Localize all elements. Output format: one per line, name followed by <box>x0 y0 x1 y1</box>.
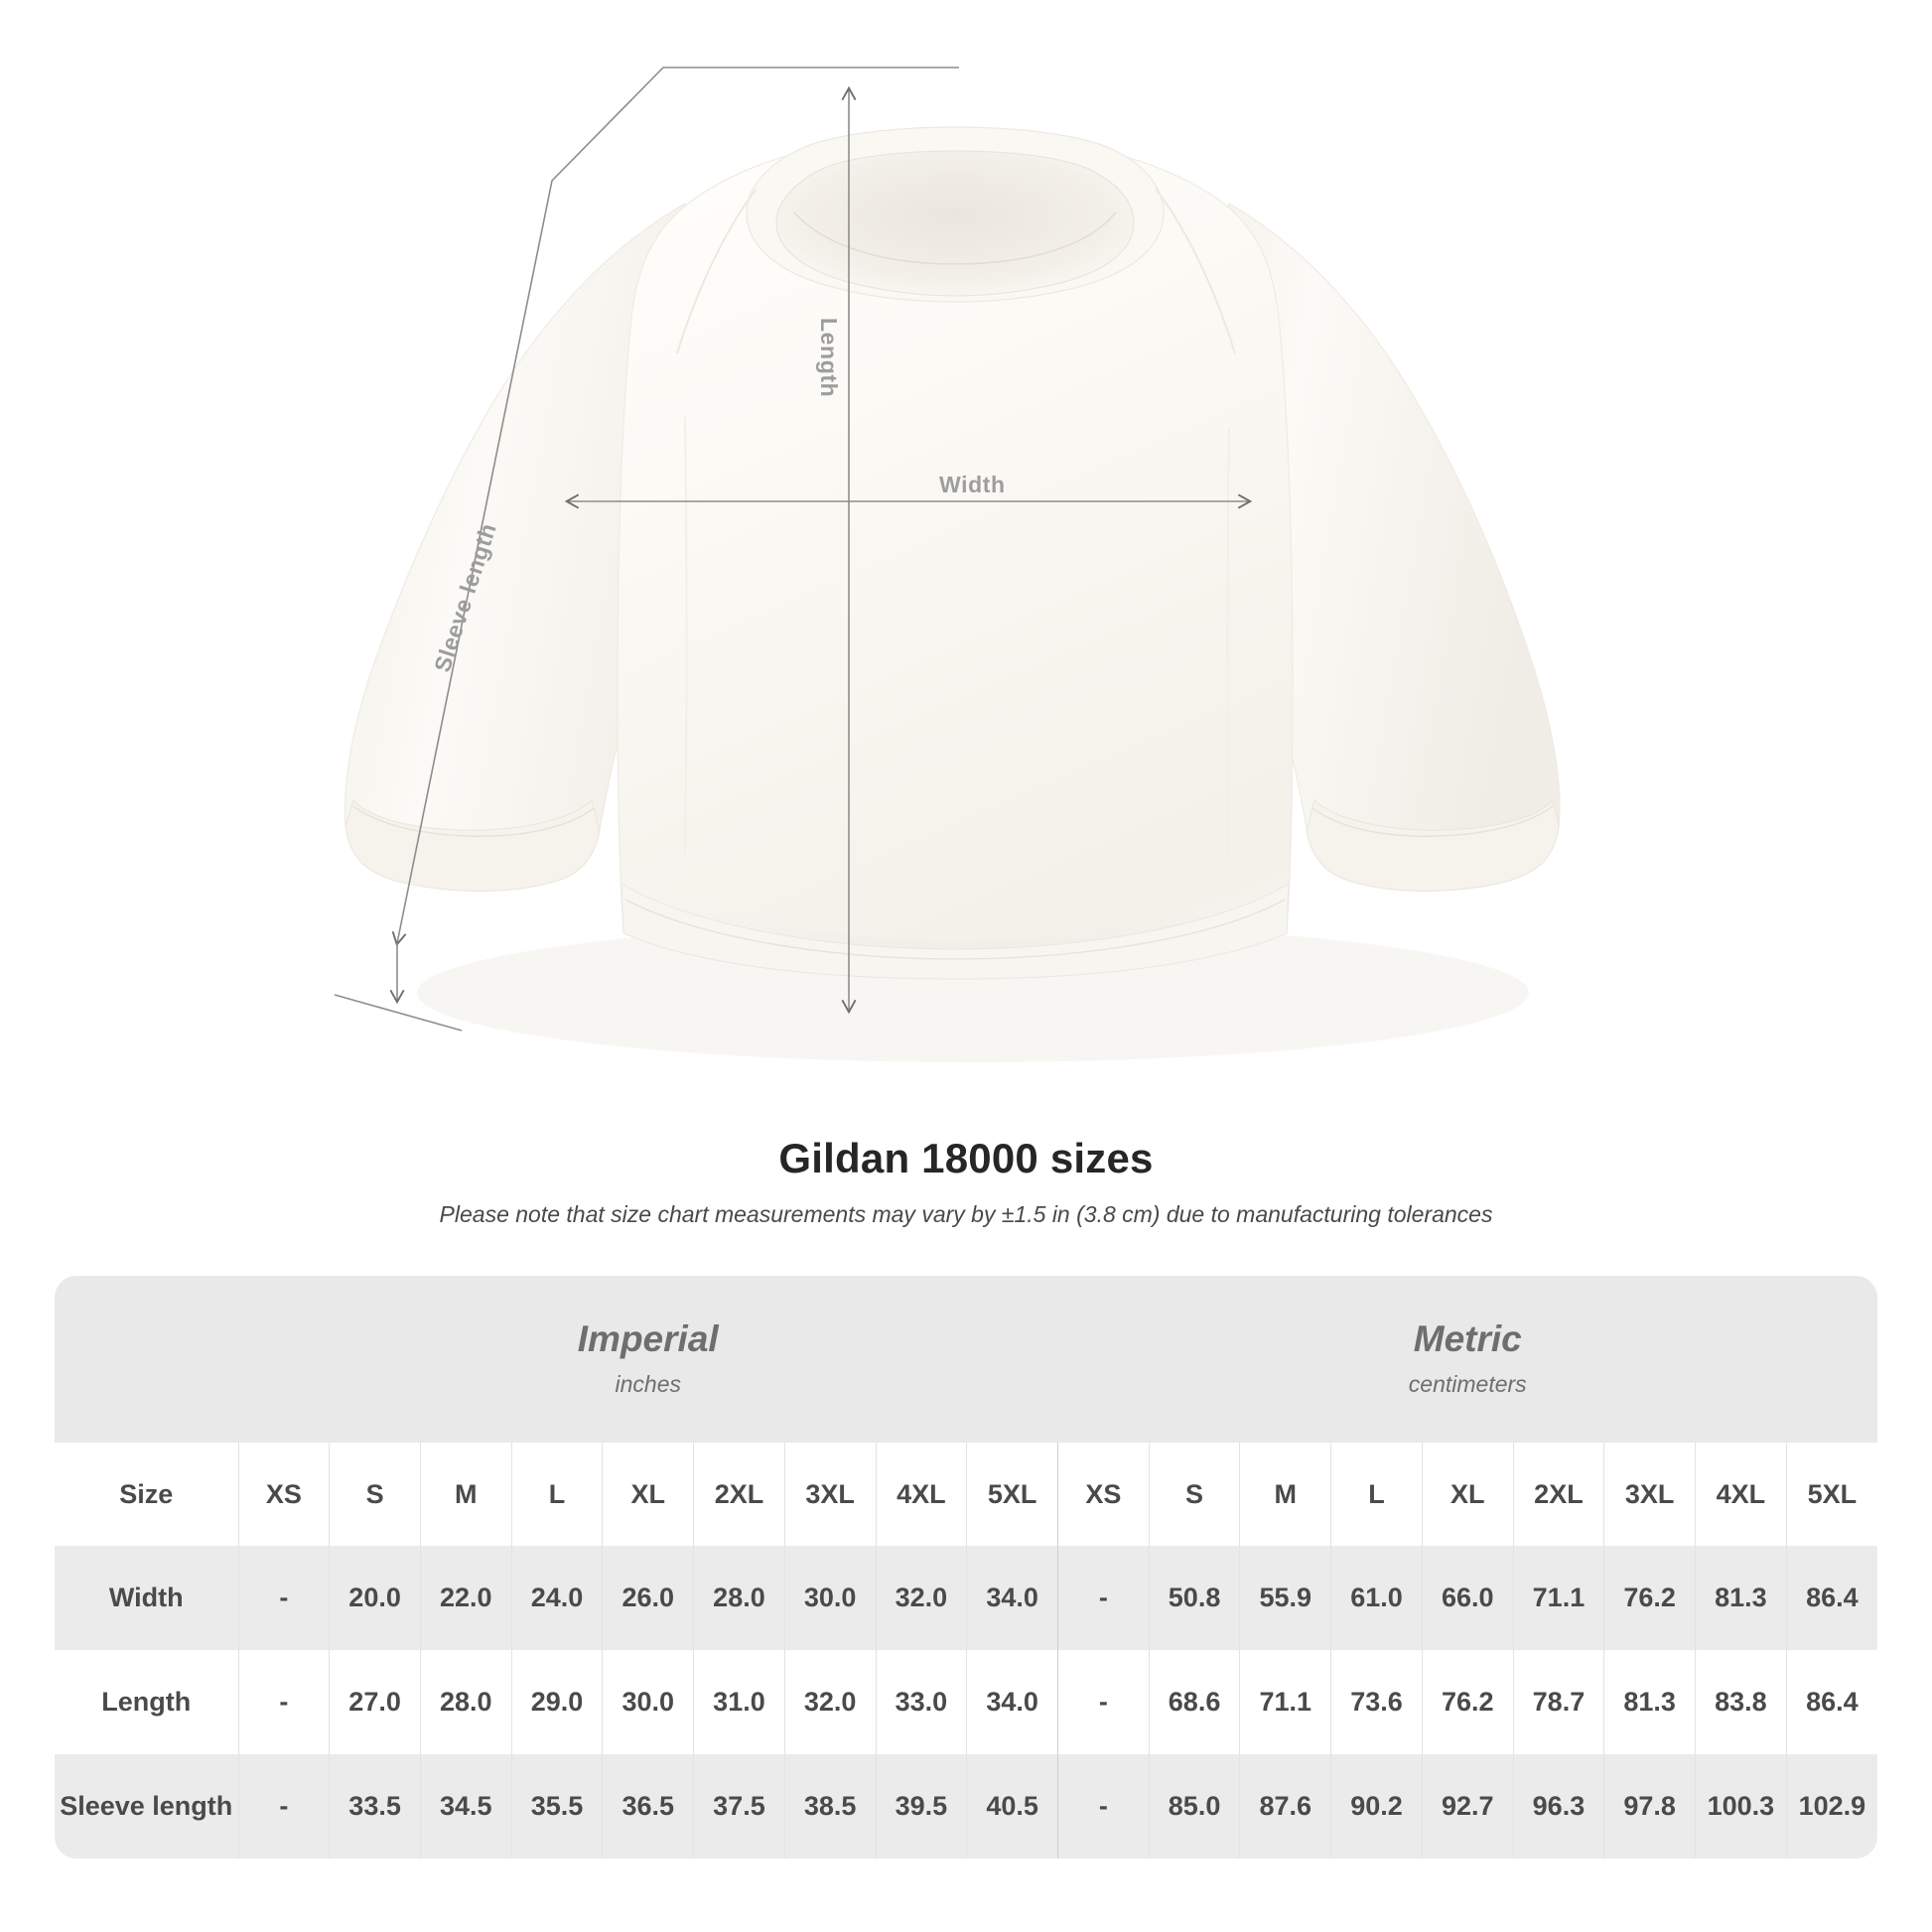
cell-width-metric-3xl: 76.2 <box>1603 1546 1696 1650</box>
unit-header-metric: Metric centimeters <box>1057 1276 1877 1443</box>
cell-width-metric-l: 61.0 <box>1330 1546 1423 1650</box>
cell-width-imperial-3xl: 30.0 <box>783 1546 877 1650</box>
cell-length-imperial-xl: 30.0 <box>602 1650 694 1754</box>
cell-sleeve-length-metric-m: 87.6 <box>1239 1754 1331 1859</box>
cell-width-imperial-s: 20.0 <box>329 1546 421 1650</box>
cell-width-imperial-2xl: 28.0 <box>693 1546 785 1650</box>
size-header-4xl: 4XL <box>875 1443 967 1546</box>
cell-width-metric-4xl: 81.3 <box>1695 1546 1787 1650</box>
unit-subtitle: inches <box>615 1371 681 1397</box>
cell-width-metric-5xl: 86.4 <box>1785 1546 1877 1650</box>
cell-sleeve-length-metric-xs: - <box>1056 1754 1150 1859</box>
size-header-s: S <box>329 1443 421 1546</box>
cell-sleeve-length-imperial-m: 34.5 <box>419 1754 512 1859</box>
unit-banner-row: Imperial inches Metric centimeters <box>55 1276 1877 1443</box>
cell-sleeve-length-imperial-2xl: 37.5 <box>693 1754 785 1859</box>
size-header-m: M <box>419 1443 512 1546</box>
cell-sleeve-length-metric-4xl: 100.3 <box>1695 1754 1787 1859</box>
size-header-2xl: 2XL <box>1512 1443 1604 1546</box>
size-header-xl: XL <box>1421 1443 1514 1546</box>
table-row-width: Width -20.0 22.0 24.0 26.0 28.0 30.0 32.0 34.0-5… <box>55 1546 1877 1650</box>
table-row-sleeve-length: Sleeve length -33.5 34.5 35.5 36.5 37.5 38.5 39… <box>55 1754 1877 1859</box>
cell-sleeve-length-metric-5xl: 102.9 <box>1785 1754 1877 1859</box>
cell-width-imperial-4xl: 32.0 <box>875 1546 967 1650</box>
unit-subtitle: centimeters <box>1408 1371 1527 1397</box>
unit-name: Imperial <box>577 1318 719 1359</box>
size-header-xs: XS <box>1056 1443 1150 1546</box>
cell-width-metric-xl: 66.0 <box>1421 1546 1514 1650</box>
sweatshirt-illustration <box>334 67 1561 1062</box>
cell-sleeve-length-imperial-4xl: 39.5 <box>875 1754 967 1859</box>
cell-length-metric-4xl: 83.8 <box>1695 1650 1787 1754</box>
cell-sleeve-length-metric-3xl: 97.8 <box>1603 1754 1696 1859</box>
cell-length-metric-3xl: 81.3 <box>1603 1650 1696 1754</box>
cell-sleeve-length-imperial-l: 35.5 <box>510 1754 603 1859</box>
cell-length-imperial-5xl: 34.0 <box>966 1650 1058 1754</box>
size-header-4xl: 4XL <box>1695 1443 1787 1546</box>
cell-length-imperial-s: 27.0 <box>329 1650 421 1754</box>
size-header-row: Size XS S M L XL 2XL 3XL 4XL 5XL XS S M L XL 2XL 3XL 4XL 5… <box>55 1443 1877 1546</box>
cell-sleeve-length-imperial-s: 33.5 <box>329 1754 421 1859</box>
size-header-2xl: 2XL <box>693 1443 785 1546</box>
cell-length-imperial-xs: - <box>237 1650 330 1754</box>
cell-length-imperial-m: 28.0 <box>419 1650 512 1754</box>
size-chart-table: Imperial inches Metric centimeters Size XS S M L… <box>55 1276 1877 1859</box>
cell-length-metric-xl: 76.2 <box>1421 1650 1514 1754</box>
cell-width-imperial-xl: 26.0 <box>602 1546 694 1650</box>
page-title: Gildan 18000 sizes <box>778 1135 1154 1181</box>
size-chart-container: Imperial inches Metric centimeters Size XS S M L… <box>55 1276 1877 1859</box>
row-label-sleeve-length: Sleeve length <box>55 1754 238 1859</box>
cell-length-imperial-l: 29.0 <box>510 1650 603 1754</box>
cell-length-metric-xs: - <box>1056 1650 1150 1754</box>
cell-length-metric-l: 73.6 <box>1330 1650 1423 1754</box>
unit-header-imperial: Imperial inches <box>238 1276 1058 1443</box>
size-header-5xl: 5XL <box>966 1443 1058 1546</box>
cell-width-metric-xs: - <box>1056 1546 1150 1650</box>
cell-width-imperial-m: 22.0 <box>419 1546 512 1650</box>
cell-length-imperial-3xl: 32.0 <box>783 1650 877 1754</box>
row-label-length: Length <box>55 1650 238 1754</box>
cell-sleeve-length-imperial-5xl: 40.5 <box>966 1754 1058 1859</box>
cell-width-imperial-5xl: 34.0 <box>966 1546 1058 1650</box>
cell-sleeve-length-metric-xl: 92.7 <box>1421 1754 1514 1859</box>
cell-sleeve-length-imperial-xl: 36.5 <box>602 1754 694 1859</box>
size-header-3xl: 3XL <box>1603 1443 1696 1546</box>
size-header-m: M <box>1239 1443 1331 1546</box>
size-header-l: L <box>510 1443 603 1546</box>
unit-name: Metric <box>1413 1318 1522 1359</box>
width-measurement-label: Width <box>939 472 1006 497</box>
cell-width-metric-2xl: 71.1 <box>1512 1546 1604 1650</box>
cell-sleeve-length-metric-s: 85.0 <box>1148 1754 1240 1859</box>
length-measurement-label: Length <box>816 318 842 398</box>
cell-width-imperial-l: 24.0 <box>510 1546 603 1650</box>
cell-length-imperial-4xl: 33.0 <box>875 1650 967 1754</box>
size-header-xl: XL <box>602 1443 694 1546</box>
cell-sleeve-length-metric-l: 90.2 <box>1330 1754 1423 1859</box>
table-row-length: Length -27.0 28.0 29.0 30.0 31.0 32.0 33.0 34.0-… <box>55 1650 1877 1754</box>
cell-width-metric-m: 55.9 <box>1239 1546 1331 1650</box>
cell-length-imperial-2xl: 31.0 <box>693 1650 785 1754</box>
cell-width-metric-s: 50.8 <box>1148 1546 1240 1650</box>
size-header-s: S <box>1148 1443 1240 1546</box>
size-header-label: Size <box>55 1443 238 1546</box>
cell-length-metric-s: 68.6 <box>1148 1650 1240 1754</box>
cell-length-metric-2xl: 78.7 <box>1512 1650 1604 1754</box>
size-header-l: L <box>1330 1443 1423 1546</box>
cell-sleeve-length-metric-2xl: 96.3 <box>1512 1754 1604 1859</box>
size-header-3xl: 3XL <box>783 1443 877 1546</box>
cell-sleeve-length-imperial-3xl: 38.5 <box>783 1754 877 1859</box>
cell-width-imperial-xs: - <box>237 1546 330 1650</box>
cell-length-metric-5xl: 86.4 <box>1785 1650 1877 1754</box>
size-header-xs: XS <box>237 1443 330 1546</box>
cell-sleeve-length-imperial-xs: - <box>237 1754 330 1859</box>
unit-banner-spacer <box>55 1276 238 1443</box>
cell-length-metric-m: 71.1 <box>1239 1650 1331 1754</box>
size-header-5xl: 5XL <box>1785 1443 1877 1546</box>
row-label-width: Width <box>55 1546 238 1650</box>
product-figure: Length Width Sleeve length <box>334 67 1561 1062</box>
tolerance-note: Please note that size chart measurements… <box>439 1201 1493 1227</box>
